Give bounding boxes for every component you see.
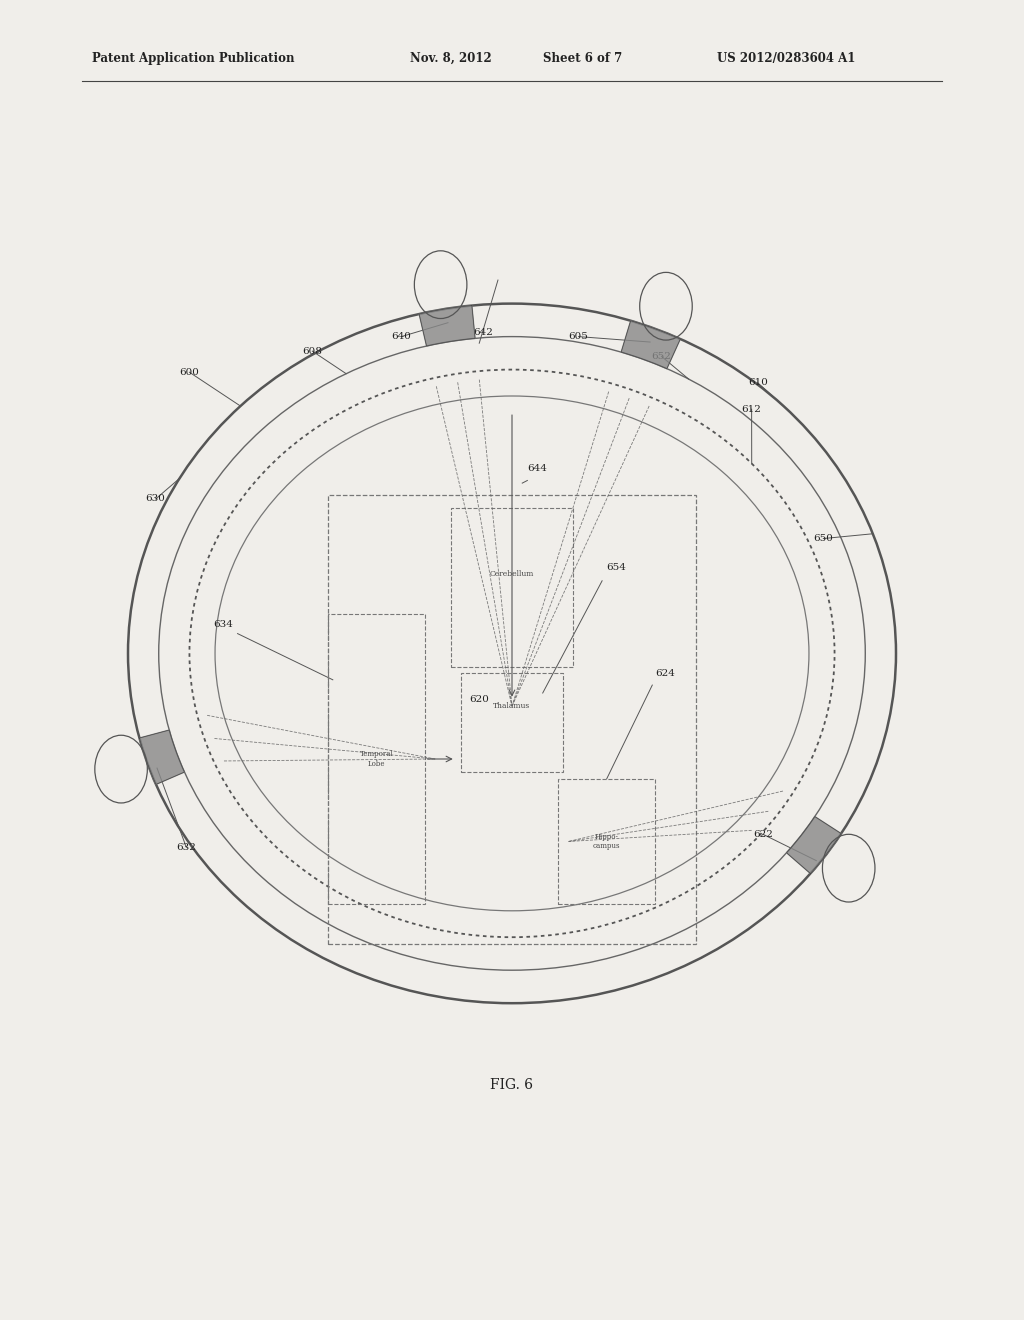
Text: 605: 605: [568, 333, 589, 341]
Text: 630: 630: [145, 495, 166, 503]
Text: Thalamus: Thalamus: [494, 702, 530, 710]
Bar: [461, 673, 563, 772]
Polygon shape: [786, 817, 841, 874]
Text: US 2012/0283604 A1: US 2012/0283604 A1: [717, 51, 855, 65]
Text: 612: 612: [741, 405, 762, 413]
Polygon shape: [419, 305, 475, 346]
Text: 620: 620: [469, 696, 489, 704]
Text: 640: 640: [391, 333, 412, 341]
Text: Cerebellum: Cerebellum: [489, 570, 535, 578]
Text: 622: 622: [753, 830, 773, 838]
Text: 642: 642: [473, 329, 494, 337]
Text: 652: 652: [651, 352, 672, 360]
Text: FIG. 6: FIG. 6: [490, 1078, 534, 1092]
Text: 624: 624: [655, 669, 676, 677]
Text: Patent Application Publication: Patent Application Publication: [92, 51, 295, 65]
Bar: [558, 779, 655, 904]
Polygon shape: [622, 321, 680, 368]
Text: 644: 644: [527, 465, 548, 473]
Text: 608: 608: [302, 347, 323, 355]
Bar: [328, 495, 696, 944]
Bar: [451, 508, 573, 667]
Text: Hippo-
campus: Hippo- campus: [593, 833, 621, 850]
Text: Sheet 6 of 7: Sheet 6 of 7: [543, 51, 622, 65]
Text: 632: 632: [176, 843, 197, 851]
Polygon shape: [139, 730, 184, 784]
Text: 634: 634: [213, 620, 233, 628]
Text: 650: 650: [813, 535, 834, 543]
Text: 600: 600: [179, 368, 200, 376]
Bar: [328, 614, 425, 904]
Text: 654: 654: [606, 564, 627, 572]
Text: Temporal
Lobe: Temporal Lobe: [359, 750, 393, 768]
Text: Nov. 8, 2012: Nov. 8, 2012: [410, 51, 492, 65]
Text: 610: 610: [748, 379, 768, 387]
